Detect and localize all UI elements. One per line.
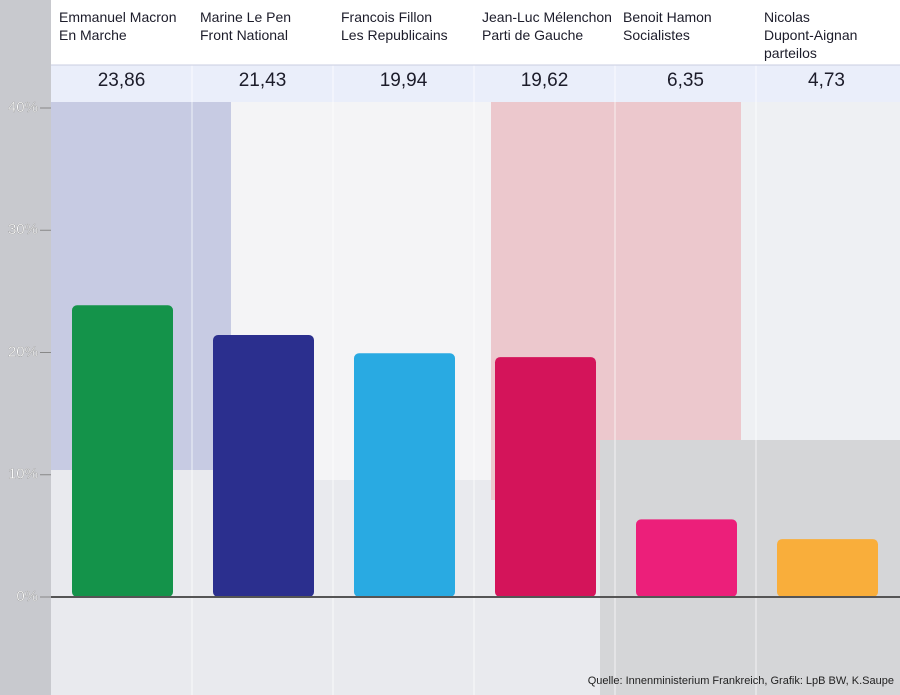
bar: [636, 519, 737, 597]
value-label: 4,73: [808, 70, 845, 91]
value-label: 19,62: [520, 70, 569, 91]
y-tick-label: 0%: [16, 588, 38, 605]
value-label: 21,43: [238, 70, 287, 91]
y-tick-label: 20%: [8, 343, 38, 360]
axis-strip: [0, 0, 51, 695]
source: Quelle: Innenministerium Frankreich, Gra…: [587, 675, 894, 687]
y-tick-label: 30%: [8, 221, 38, 238]
column-header: Jean-Luc Mélenchon Parti de Gauche: [482, 9, 612, 43]
column-header: Benoit Hamon Socialistes: [623, 9, 712, 43]
column-header: Francois Fillon Les Republicains: [341, 9, 448, 43]
value-label: 19,94: [379, 70, 428, 91]
bar: [777, 539, 878, 597]
bar: [354, 353, 455, 597]
y-tick-label: 10%: [8, 466, 38, 483]
value-label: 6,35: [667, 70, 704, 91]
column-header: Emmanuel Macron En Marche: [59, 9, 177, 43]
column-header: Nicolas Dupont-Aignan parteilos: [764, 9, 858, 61]
y-tick-label: 40%: [8, 99, 38, 116]
bar: [72, 305, 173, 597]
sky: [741, 100, 900, 480]
column-header: Marine Le Pen Front National: [200, 9, 292, 43]
value-label: 23,86: [97, 70, 146, 91]
bar: [495, 357, 596, 597]
bar: [213, 335, 314, 597]
